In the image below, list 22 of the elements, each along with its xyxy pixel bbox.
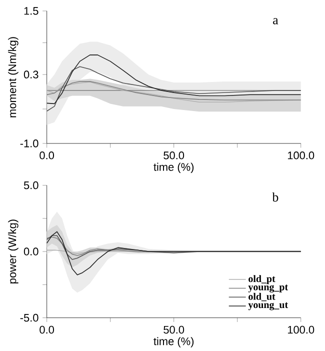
x-axis-title: time (%): [154, 337, 194, 348]
legend-label: old_ut: [248, 292, 276, 302]
chart-title: b: [272, 192, 278, 202]
chart-title: a: [273, 18, 278, 24]
y-tick-label: 0.3: [24, 70, 38, 78]
y-tick-label: 5.0: [24, 181, 38, 190]
x-tick-label: 0.0: [40, 326, 54, 334]
legend-label: old_pt: [248, 275, 276, 284]
y-axis-title: power (W/kg): [8, 220, 18, 284]
y-tick-label: -1.0: [20, 140, 38, 148]
x-tick-label: 100.0: [288, 326, 314, 334]
y-tick-label: 1.5: [24, 7, 38, 15]
x-tick-label: 50.0: [164, 326, 184, 334]
x-tick-label: 100.0: [288, 152, 314, 160]
x-axis-title: time (%): [154, 162, 194, 174]
legend-label: young_ut: [248, 302, 288, 310]
x-tick-label: 50.0: [164, 152, 184, 160]
x-tick-label: 0.0: [40, 152, 54, 160]
y-axis-title: moment (Nm/kg): [8, 37, 18, 118]
y-tick-label: 0.0: [24, 248, 38, 256]
legend-label: young_pt: [248, 284, 288, 292]
y-tick-label: -5.0: [20, 314, 38, 322]
